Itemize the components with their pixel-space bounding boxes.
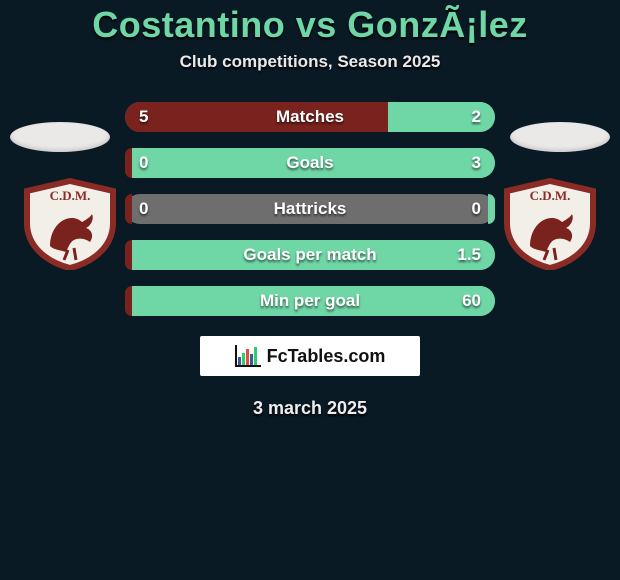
svg-text:C.D.M.: C.D.M. bbox=[530, 188, 571, 203]
right-oval-decor bbox=[510, 122, 610, 152]
stat-row: 60Min per goal bbox=[125, 286, 495, 316]
page-subtitle: Club competitions, Season 2025 bbox=[0, 52, 620, 72]
stat-row: 03Goals bbox=[125, 148, 495, 178]
svg-text:C.D.M.: C.D.M. bbox=[50, 188, 91, 203]
snapshot-date: 3 march 2025 bbox=[0, 398, 620, 419]
stat-row: 00Hattricks bbox=[125, 194, 495, 224]
stat-row: 1.5Goals per match bbox=[125, 240, 495, 270]
site-logo[interactable]: FcTables.com bbox=[200, 336, 420, 376]
stat-label: Matches bbox=[125, 102, 495, 132]
left-team-badge: C.D.M. bbox=[20, 178, 120, 270]
stat-label: Goals per match bbox=[125, 240, 495, 270]
stat-label: Hattricks bbox=[125, 194, 495, 224]
stat-label: Goals bbox=[125, 148, 495, 178]
stat-row: 52Matches bbox=[125, 102, 495, 132]
right-team-badge: C.D.M. bbox=[500, 178, 600, 270]
page-title: Costantino vs GonzÃ¡lez bbox=[0, 4, 620, 46]
left-oval-decor bbox=[10, 122, 110, 152]
page-root: Costantino vs GonzÃ¡lez Club competition… bbox=[0, 0, 620, 580]
stat-label: Min per goal bbox=[125, 286, 495, 316]
site-logo-text: FcTables.com bbox=[267, 346, 386, 367]
bar-chart-icon bbox=[235, 345, 261, 367]
